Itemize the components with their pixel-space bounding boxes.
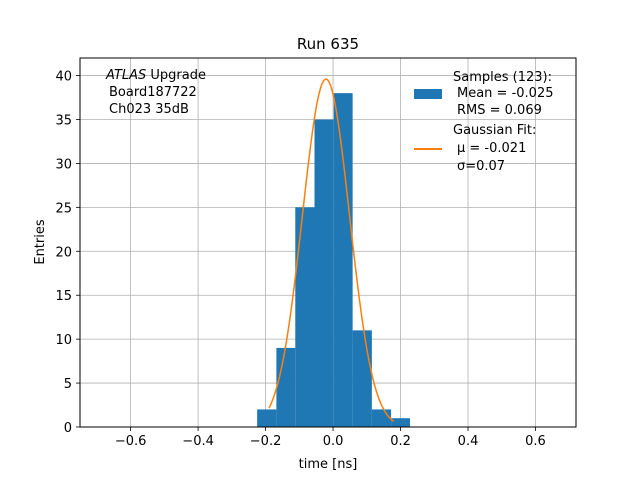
gaussian-fit-curve [268,78,395,422]
y-axis-ticks: 0 5 10 15 20 25 30 35 40 [55,70,80,436]
y-tick-label: 15 [55,289,72,304]
x-tick-label: 0.4 [458,434,479,449]
annotation-channel: Ch023 35dB [109,102,189,117]
legend-histogram-swatch [414,89,442,99]
y-tick-label: 10 [55,333,72,348]
legend-sigma: σ=0.07 [457,159,505,174]
plot-frame [79,57,577,428]
y-tick-label: 0 [64,421,72,436]
legend-mean: Mean = -0.025 [457,86,553,101]
y-tick-label: 25 [55,201,72,216]
y-tick-label: 20 [55,245,72,260]
atlas-label: ATLAS [105,68,146,83]
histogram-bar [352,330,372,427]
upgrade-label: Upgrade [146,68,206,83]
y-axis-label: Entries [33,219,48,265]
x-tick-label: 0.6 [525,434,546,449]
chart-title: Run 635 [297,35,359,53]
x-axis-label: time [ns] [299,457,358,472]
x-tick-label: −0.4 [182,434,214,449]
histogram-bar [295,207,315,427]
histogram-bar [333,93,353,428]
y-tick-label: 35 [55,114,72,129]
histogram-bar [371,409,392,427]
histogram-bar [276,347,296,427]
x-tick-label: −0.2 [250,434,282,449]
annotation-line-1: ATLAS Upgrade [105,68,206,83]
histogram-bar [391,418,410,427]
annotation-board: Board187722 [109,85,197,100]
x-axis-ticks: −0.6 −0.4 −0.2 0.0 0.2 0.4 0.6 [115,427,546,449]
legend-mu: μ = -0.021 [457,141,526,156]
y-tick-label: 5 [64,377,72,392]
x-tick-label: 0.2 [390,434,411,449]
x-tick-label: 0.0 [323,434,344,449]
y-tick-label: 30 [55,157,72,172]
legend-rms: RMS = 0.069 [457,103,542,118]
legend-samples-label: Samples (123): [453,70,552,85]
histogram-bar [257,409,277,427]
x-tick-label: −0.6 [115,434,147,449]
annotation-box: ATLAS Upgrade Board187722 Ch023 35dB [105,68,206,117]
legend-fit-label: Gaussian Fit: [453,123,536,138]
histogram-bar [314,119,334,427]
legend: Samples (123): Mean = -0.025 RMS = 0.069… [414,70,553,174]
y-tick-label: 40 [55,70,72,85]
